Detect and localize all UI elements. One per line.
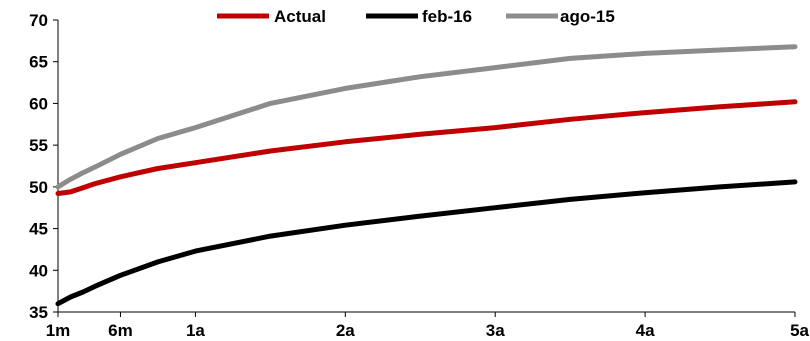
x-tick-label: 6m <box>108 321 133 340</box>
legend-label: Actual <box>274 7 326 26</box>
y-tick-label: 35 <box>29 303 48 322</box>
x-tick-label: 2a <box>336 321 355 340</box>
y-axis: 35 40 45 50 55 60 65 70 <box>29 11 59 322</box>
legend-label: feb-16 <box>422 7 472 26</box>
y-tick-label: 45 <box>29 220 48 239</box>
y-tick-label: 70 <box>29 11 48 30</box>
y-tick-label: 50 <box>29 178 48 197</box>
y-tick-label: 65 <box>29 53 48 72</box>
x-tick-label: 3a <box>486 321 505 340</box>
series-line-ago-15 <box>55 44 798 190</box>
y-tick-label: 40 <box>29 261 48 280</box>
x-axis: 1m 6m 1a 2a 3a 4a 5a <box>46 311 810 340</box>
x-tick-label: 1a <box>186 321 205 340</box>
x-tick-label: 4a <box>636 321 655 340</box>
x-tick-label: 1m <box>46 321 71 340</box>
series-lines <box>55 44 798 307</box>
legend-label: ago-15 <box>560 7 615 26</box>
y-tick-label: 55 <box>29 136 48 155</box>
legend: Actual feb-16 ago-15 <box>217 7 615 26</box>
series-line-feb-16 <box>55 179 798 307</box>
x-tick-label: 5a <box>790 321 809 340</box>
y-tick-label: 60 <box>29 94 48 113</box>
series-line-actual <box>55 99 798 196</box>
